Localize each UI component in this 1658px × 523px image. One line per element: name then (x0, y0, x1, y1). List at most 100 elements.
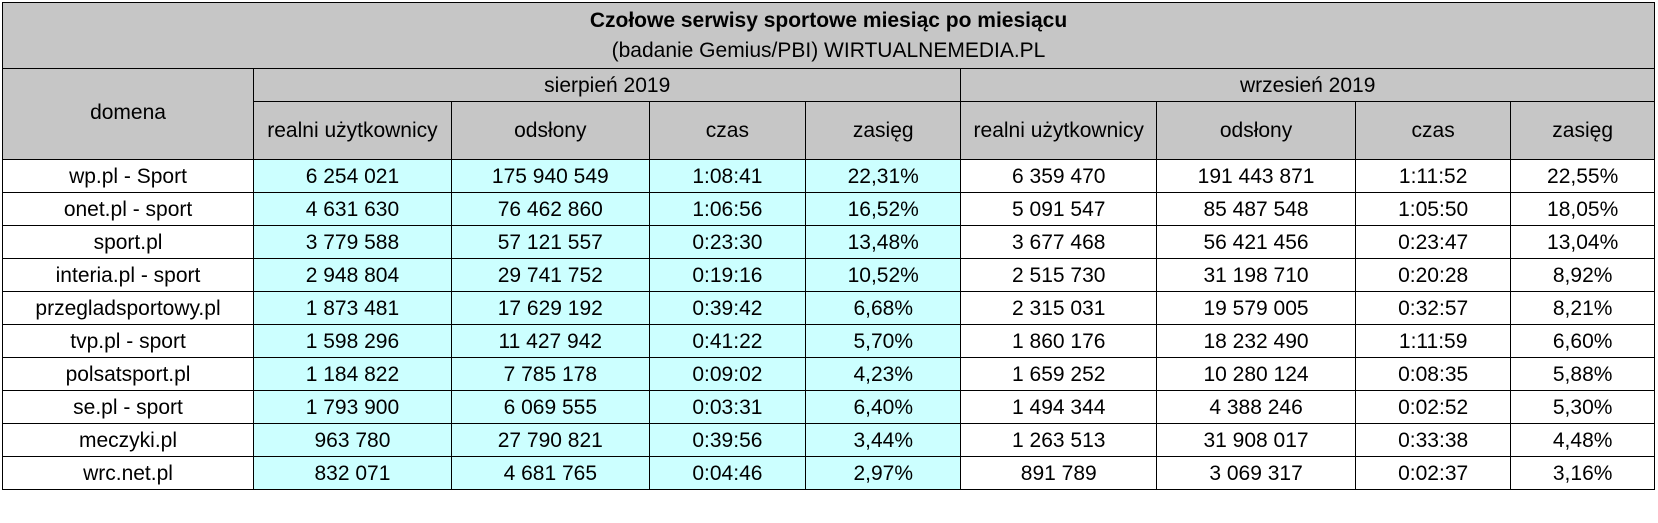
cell-reach-aug: 10,52% (805, 258, 962, 292)
cell-time-aug: 0:03:31 (648, 390, 807, 424)
table-row: tvp.pl - sport 1 598 296 11 427 942 0:41:22… (1, 324, 1655, 358)
cell-time-aug: 0:41:22 (648, 324, 807, 358)
cell-reach-sep: 4,48% (1510, 423, 1655, 457)
header-users-sep: realni użytkownicy (960, 101, 1158, 160)
cell-reach-sep: 5,30% (1510, 390, 1655, 424)
header-month-september: wrzesień 2019 (960, 68, 1655, 102)
cell-users-sep: 1 263 513 (960, 423, 1158, 457)
cell-views-aug: 4 681 765 (450, 456, 650, 490)
cell-reach-aug: 6,68% (805, 291, 962, 325)
cell-time-aug: 0:09:02 (648, 357, 807, 391)
table-title: Czołowe serwisy sportowe miesiąc po mies… (589, 9, 1068, 32)
cell-domain: onet.pl - sport (1, 192, 255, 226)
cell-time-aug: 0:39:42 (648, 291, 807, 325)
cell-users-sep: 891 789 (960, 456, 1158, 490)
cell-views-sep: 191 443 871 (1156, 159, 1356, 193)
cell-views-sep: 31 198 710 (1156, 258, 1356, 292)
table-row: interia.pl - sport 2 948 804 29 741 752 0:1… (1, 258, 1655, 292)
cell-time-aug: 0:39:56 (648, 423, 807, 457)
cell-time-aug: 0:19:16 (648, 258, 807, 292)
cell-time-sep: 0:32:57 (1354, 291, 1512, 325)
cell-time-aug: 1:06:56 (648, 192, 807, 226)
cell-users-aug: 3 779 588 (253, 225, 452, 259)
cell-views-sep: 3 069 317 (1156, 456, 1356, 490)
cell-domain: wrc.net.pl (1, 456, 255, 490)
cell-users-sep: 1 659 252 (960, 357, 1158, 391)
cell-users-sep: 3 677 468 (960, 225, 1158, 259)
cell-users-sep: 2 515 730 (960, 258, 1158, 292)
header-time-sep: czas (1354, 101, 1512, 160)
cell-views-aug: 57 121 557 (450, 225, 650, 259)
table-row: wp.pl - Sport 6 254 021 175 940 549 1:08:41… (1, 159, 1655, 193)
cell-time-sep: 1:11:52 (1354, 159, 1512, 193)
cell-users-aug: 1 184 822 (253, 357, 452, 391)
cell-views-aug: 27 790 821 (450, 423, 650, 457)
table-title-cell: Czołowe serwisy sportowe miesiąc po mies… (2, 2, 1655, 69)
cell-domain: przegladsportowy.pl (1, 291, 255, 325)
table-row: przegladsportowy.pl 1 873 481 17 629 192 0:… (1, 291, 1655, 325)
cell-views-sep: 31 908 017 (1156, 423, 1356, 457)
table-row: sport.pl 3 779 588 57 121 557 0:23:30 13,48%… (1, 225, 1655, 259)
cell-time-sep: 0:23:47 (1354, 225, 1512, 259)
cell-reach-sep: 22,55% (1510, 159, 1655, 193)
cell-views-sep: 19 579 005 (1156, 291, 1356, 325)
cell-domain: sport.pl (1, 225, 255, 259)
cell-time-aug: 1:08:41 (648, 159, 807, 193)
cell-views-sep: 18 232 490 (1156, 324, 1356, 358)
cell-users-sep: 6 359 470 (960, 159, 1158, 193)
cell-users-aug: 4 631 630 (253, 192, 452, 226)
cell-views-aug: 17 629 192 (450, 291, 650, 325)
cell-users-sep: 2 315 031 (960, 291, 1158, 325)
cell-reach-aug: 5,70% (805, 324, 962, 358)
header-views-sep: odsłony (1156, 101, 1356, 160)
cell-views-aug: 29 741 752 (450, 258, 650, 292)
cell-time-sep: 0:02:37 (1354, 456, 1512, 490)
cell-reach-sep: 8,21% (1510, 291, 1655, 325)
cell-views-aug: 76 462 860 (450, 192, 650, 226)
cell-users-sep: 5 091 547 (960, 192, 1158, 226)
cell-views-sep: 4 388 246 (1156, 390, 1356, 424)
table-subtitle: (badanie Gemius/PBI) WIRTUALNEMEDIA.PL (611, 39, 1046, 62)
cell-reach-aug: 3,44% (805, 423, 962, 457)
header-reach-aug: zasięg (805, 101, 962, 160)
table-row: onet.pl - sport 4 631 630 76 462 860 1:06:5… (1, 192, 1655, 226)
cell-reach-sep: 8,92% (1510, 258, 1655, 292)
cell-views-aug: 11 427 942 (450, 324, 650, 358)
cell-reach-sep: 3,16% (1510, 456, 1655, 490)
table-row: meczyki.pl 963 780 27 790 821 0:39:56 3,44% 1… (1, 423, 1655, 457)
table-row: se.pl - sport 1 793 900 6 069 555 0:03:31 6,… (1, 390, 1655, 424)
cell-reach-aug: 16,52% (805, 192, 962, 226)
cell-views-sep: 85 487 548 (1156, 192, 1356, 226)
cell-views-sep: 56 421 456 (1156, 225, 1356, 259)
cell-views-aug: 175 940 549 (450, 159, 650, 193)
cell-time-sep: 0:20:28 (1354, 258, 1512, 292)
cell-users-aug: 963 780 (253, 423, 452, 457)
cell-users-aug: 1 598 296 (253, 324, 452, 358)
cell-users-aug: 6 254 021 (253, 159, 452, 193)
cell-time-sep: 0:33:38 (1354, 423, 1512, 457)
table-row: polsatsport.pl 1 184 822 7 785 178 0:09:02 4… (1, 357, 1655, 391)
cell-reach-aug: 2,97% (805, 456, 962, 490)
cell-users-aug: 1 873 481 (253, 291, 452, 325)
cell-reach-aug: 13,48% (805, 225, 962, 259)
cell-domain: se.pl - sport (1, 390, 255, 424)
cell-users-aug: 1 793 900 (253, 390, 452, 424)
cell-domain: polsatsport.pl (1, 357, 255, 391)
cell-reach-sep: 5,88% (1510, 357, 1655, 391)
cell-domain: tvp.pl - sport (1, 324, 255, 358)
cell-users-aug: 2 948 804 (253, 258, 452, 292)
cell-domain: meczyki.pl (1, 423, 255, 457)
header-month-august: sierpień 2019 (253, 68, 962, 102)
cell-reach-sep: 13,04% (1510, 225, 1655, 259)
header-domain: domena (1, 68, 255, 160)
cell-users-sep: 1 494 344 (960, 390, 1158, 424)
cell-domain: wp.pl - Sport (1, 159, 255, 193)
cell-time-sep: 0:02:52 (1354, 390, 1512, 424)
cell-views-sep: 10 280 124 (1156, 357, 1356, 391)
cell-users-aug: 832 071 (253, 456, 452, 490)
sports-sites-table: Czołowe serwisy sportowe miesiąc po mies… (1, 2, 1655, 490)
cell-reach-aug: 22,31% (805, 159, 962, 193)
cell-time-sep: 0:08:35 (1354, 357, 1512, 391)
cell-views-aug: 6 069 555 (450, 390, 650, 424)
cell-time-sep: 1:11:59 (1354, 324, 1512, 358)
